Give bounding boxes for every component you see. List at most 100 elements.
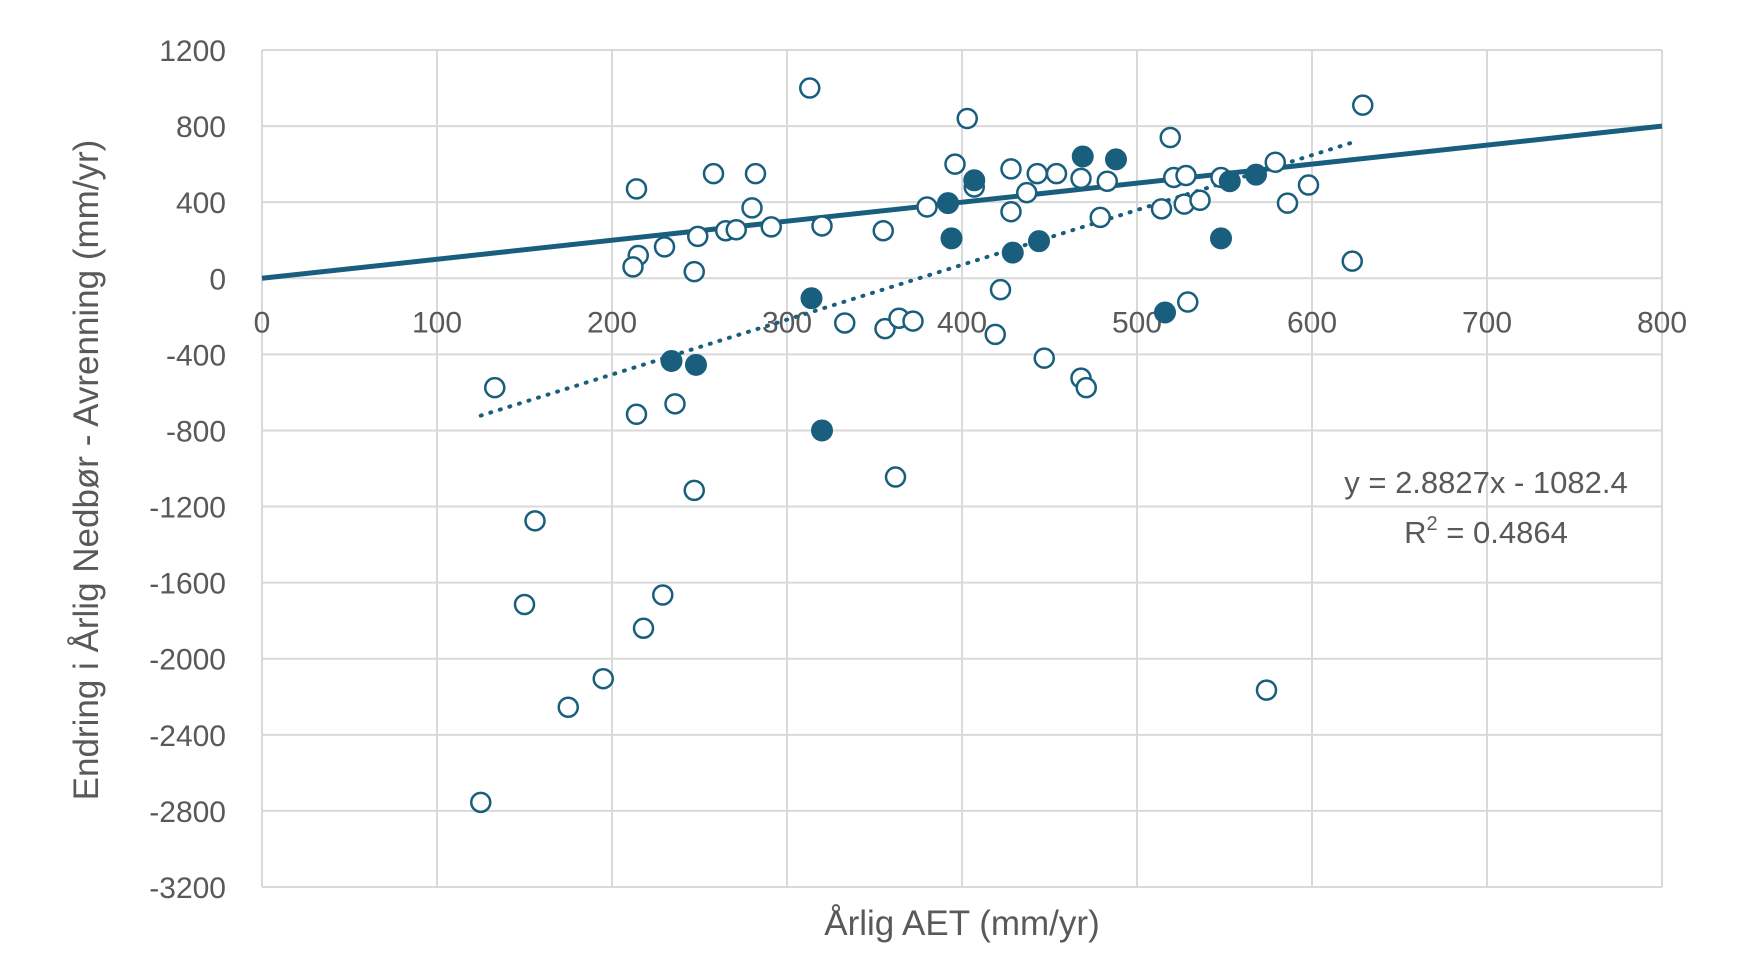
- open-data-point: [1175, 164, 1197, 187]
- open-data-point: [1033, 347, 1055, 369]
- open-data-point: [811, 215, 833, 237]
- regression-trendline: [478, 139, 1358, 418]
- open-data-point: [1075, 376, 1097, 399]
- open-data-point: [1070, 167, 1092, 190]
- open-data-point: [683, 260, 705, 283]
- filled-data-point: [800, 287, 823, 310]
- open-data-point: [1341, 250, 1363, 272]
- x-tick-label: 300: [762, 306, 812, 339]
- open-data-point: [884, 466, 907, 488]
- filled-data-point: [937, 192, 959, 215]
- open-data-point: [557, 696, 579, 718]
- y-tick-label: 400: [176, 187, 226, 220]
- open-data-point: [484, 376, 506, 399]
- y-tick-label: -800: [166, 415, 226, 448]
- open-data-point: [622, 256, 644, 278]
- open-data-point: [653, 236, 676, 258]
- r-squared-symbol: R: [1404, 515, 1426, 550]
- open-data-point: [1000, 200, 1022, 223]
- x-tick-label: 500: [1112, 306, 1162, 339]
- x-tick-label: 0: [254, 306, 271, 339]
- filled-data-point: [1245, 163, 1267, 186]
- open-data-point: [664, 393, 686, 415]
- open-data-point: [902, 310, 924, 332]
- open-data-point: [1089, 206, 1111, 229]
- y-axis-title: Endring i Årlig Nedbør - Avrenning (mm/y…: [67, 140, 106, 801]
- open-data-point: [1177, 291, 1199, 313]
- filled-data-point: [1028, 230, 1050, 253]
- open-data-point: [989, 278, 1012, 301]
- tick-labels: 0 100 200 300 400 500 600 700 800 1200 800 400 0 -400…: [149, 35, 1687, 905]
- open-data-point: [799, 77, 821, 99]
- y-tick-label: -2000: [149, 644, 226, 677]
- filled-data-point: [1001, 241, 1024, 264]
- open-data-point: [1000, 158, 1022, 180]
- open-data-point: [1189, 189, 1211, 212]
- y-tick-label: 0: [209, 263, 226, 296]
- regression-equation: y = 2.8827x - 1082.4: [1344, 465, 1628, 500]
- data-points: [470, 77, 1374, 814]
- filled-data-point: [811, 419, 833, 442]
- open-data-point: [470, 791, 492, 814]
- open-data-point: [1352, 94, 1374, 116]
- x-tick-label: 600: [1287, 306, 1337, 339]
- open-data-point: [984, 323, 1006, 346]
- filled-data-point: [1105, 148, 1127, 171]
- y-tick-label: -1600: [149, 568, 226, 601]
- filled-data-point: [1218, 170, 1241, 193]
- x-tick-label: 200: [587, 306, 637, 339]
- r-squared-exponent: 2: [1427, 513, 1438, 535]
- x-tick-label: 800: [1637, 306, 1687, 339]
- y-tick-label: 1200: [159, 35, 226, 68]
- open-data-point: [687, 225, 709, 248]
- open-data-point: [741, 197, 763, 219]
- open-data-point: [1096, 170, 1118, 193]
- open-data-point: [652, 584, 674, 606]
- open-data-point: [683, 479, 705, 502]
- open-data-point: [702, 162, 725, 185]
- open-data-point: [1016, 181, 1038, 204]
- y-tick-label: -2400: [149, 720, 226, 753]
- open-data-point: [1264, 151, 1286, 173]
- open-data-point: [1297, 174, 1320, 196]
- y-tick-label: -3200: [149, 872, 226, 905]
- open-data-point: [1276, 192, 1299, 214]
- filled-data-point: [660, 350, 683, 373]
- x-tick-label: 100: [412, 306, 462, 339]
- y-tick-label: -400: [166, 339, 226, 372]
- open-data-point: [625, 403, 648, 426]
- y-tick-label: 800: [176, 111, 226, 144]
- x-axis-title: Årlig AET (mm/yr): [824, 904, 1099, 943]
- trend-lines: [261, 123, 1663, 418]
- open-data-point: [625, 178, 648, 200]
- open-data-point: [1159, 126, 1181, 149]
- open-data-point: [744, 162, 767, 185]
- filled-data-point: [1210, 227, 1232, 250]
- r-squared-value: = 0.4864: [1438, 515, 1568, 550]
- open-data-point: [834, 312, 856, 334]
- open-data-point: [944, 153, 966, 175]
- open-data-point: [760, 216, 782, 238]
- y-tick-label: -2800: [149, 796, 226, 829]
- open-data-point: [1150, 198, 1173, 220]
- open-data-point: [874, 317, 896, 340]
- filled-data-point: [1071, 145, 1094, 168]
- open-data-point: [1045, 162, 1068, 185]
- open-data-point: [916, 196, 938, 218]
- filled-data-point: [940, 227, 963, 250]
- r-squared: R2 = 0.4864: [1404, 513, 1568, 550]
- open-data-point: [725, 219, 747, 241]
- open-data-point: [513, 593, 536, 616]
- open-data-point: [956, 107, 978, 130]
- x-tick-label: 700: [1462, 306, 1512, 339]
- filled-data-point: [963, 169, 986, 192]
- open-data-point: [592, 667, 614, 690]
- one-to-one-line: [261, 123, 1663, 281]
- filled-data-point: [1154, 301, 1176, 324]
- filled-data-point: [685, 353, 707, 376]
- open-data-point: [1255, 679, 1278, 701]
- open-data-point: [524, 510, 546, 532]
- x-tick-label: 400: [937, 306, 987, 339]
